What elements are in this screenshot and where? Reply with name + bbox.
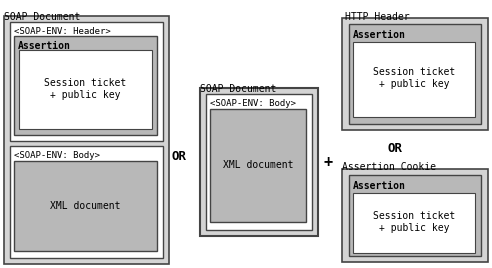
Text: +: + <box>323 154 333 169</box>
Text: XML document: XML document <box>223 160 293 170</box>
Text: SOAP Document: SOAP Document <box>4 12 80 22</box>
Text: Session ticket
+ public key: Session ticket + public key <box>373 67 455 89</box>
Text: Assertion Cookie: Assertion Cookie <box>342 162 436 172</box>
Bar <box>353 42 475 117</box>
Bar <box>349 175 481 256</box>
Text: <SOAP-ENV: Body>: <SOAP-ENV: Body> <box>210 99 296 108</box>
Text: OR: OR <box>172 150 186 162</box>
Text: XML document: XML document <box>50 201 120 211</box>
Text: Session ticket
+ public key: Session ticket + public key <box>44 78 126 100</box>
Bar <box>210 109 306 222</box>
Bar <box>353 193 475 253</box>
Text: Session ticket
+ public key: Session ticket + public key <box>373 211 455 233</box>
Bar <box>14 161 157 251</box>
Text: <SOAP-ENV: Body>: <SOAP-ENV: Body> <box>14 151 100 160</box>
Text: Assertion: Assertion <box>18 41 71 51</box>
Text: Assertion: Assertion <box>353 181 406 191</box>
Text: HTTP Header: HTTP Header <box>345 12 410 22</box>
Bar <box>19 50 152 129</box>
Bar <box>200 88 318 236</box>
Bar <box>206 94 312 230</box>
Text: OR: OR <box>388 142 402 154</box>
Bar <box>14 36 157 135</box>
Bar <box>4 16 169 264</box>
Bar <box>10 22 163 141</box>
Text: <SOAP-ENV: Header>: <SOAP-ENV: Header> <box>14 27 111 36</box>
Bar <box>10 146 163 258</box>
Bar <box>342 169 488 262</box>
Text: SOAP Document: SOAP Document <box>200 84 277 94</box>
Bar <box>342 18 488 130</box>
Text: Assertion: Assertion <box>353 30 406 40</box>
Bar <box>349 24 481 124</box>
